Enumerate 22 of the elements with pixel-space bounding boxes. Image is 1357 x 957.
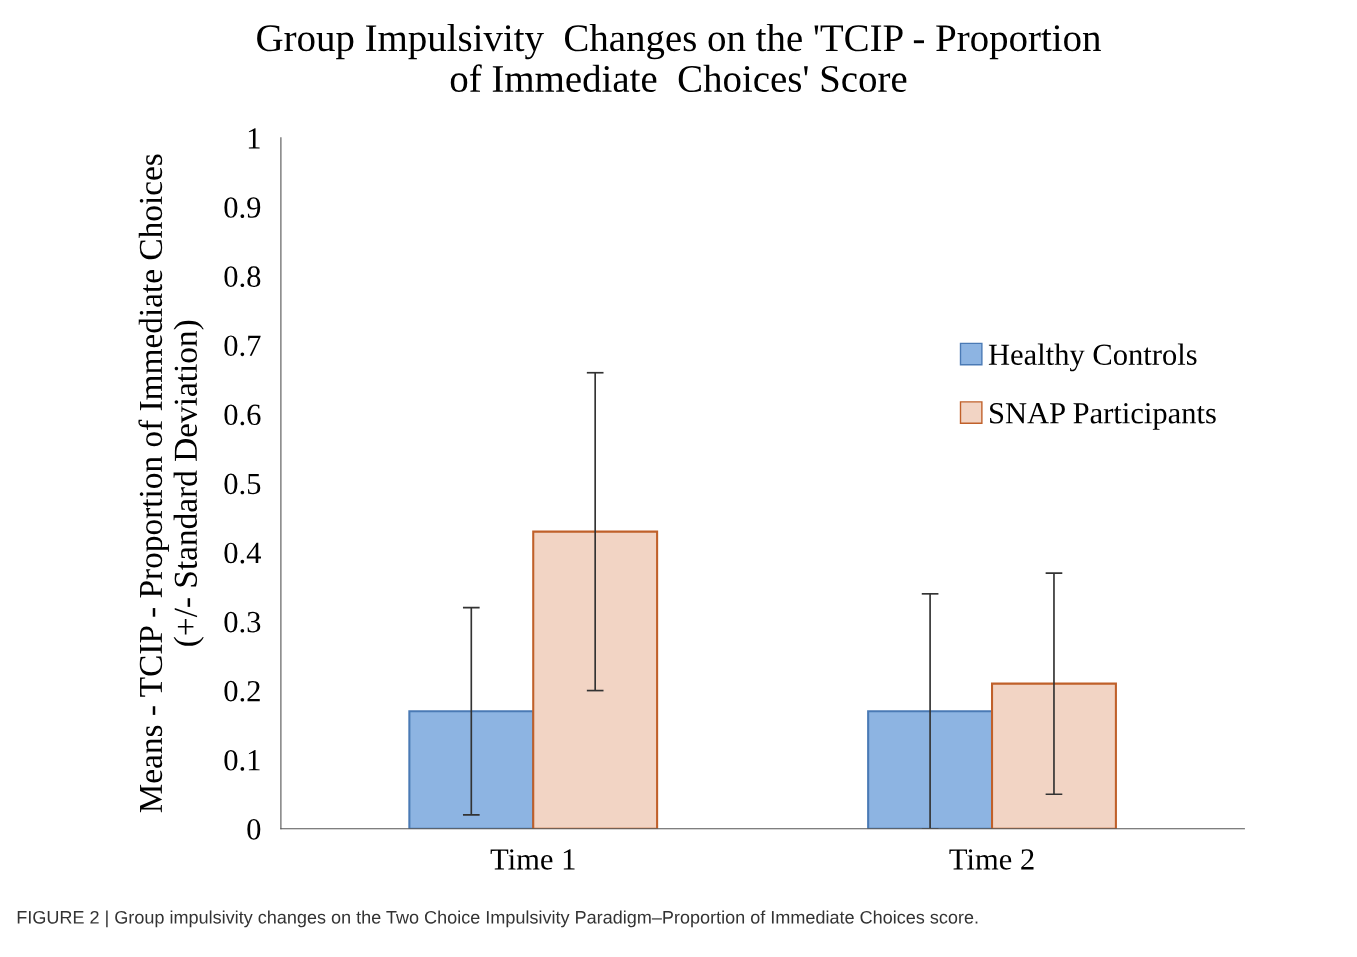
bar — [408, 710, 535, 829]
y-tick-label: 0.6 — [224, 404, 261, 426]
y-tick-label: 0.9 — [224, 197, 261, 218]
y-tick-label: 0 — [247, 819, 261, 840]
y-axis-title: Means - TCIP - Proportion of Immediate Choices (+/- Standard Deviation) — [138, 154, 204, 813]
y-tick-label: 0.4 — [224, 542, 261, 564]
bar — [532, 530, 659, 829]
x-tick-label: Time 1 — [490, 849, 575, 870]
y-tick-label: 0.3 — [224, 611, 261, 633]
legend-label: Healthy Controls — [988, 343, 1197, 372]
legend-label: SNAP Participants — [990, 403, 1216, 430]
y-tick-label: 0.7 — [224, 335, 261, 357]
y-tick-label: 0.1 — [224, 749, 260, 771]
y-tick-label: 0.5 — [224, 473, 261, 495]
bar — [990, 682, 1117, 829]
y-tick-label: 1 — [248, 128, 260, 149]
y-tick-label: 0.8 — [224, 266, 261, 288]
chart-title: Group Impulsivity Changes on the 'TCIP - Proportion of Immediate Choices' Score — [257, 23, 1101, 93]
x-tick-label: Time 2 — [949, 849, 1034, 870]
caption: FIGURE 2 | Group impulsivity changes on the Two Choice Impulsivity Paradigm–Proportion of Immediate Choices score. — [17, 910, 978, 928]
bar — [867, 710, 994, 829]
y-tick-label: 0.2 — [224, 680, 260, 702]
